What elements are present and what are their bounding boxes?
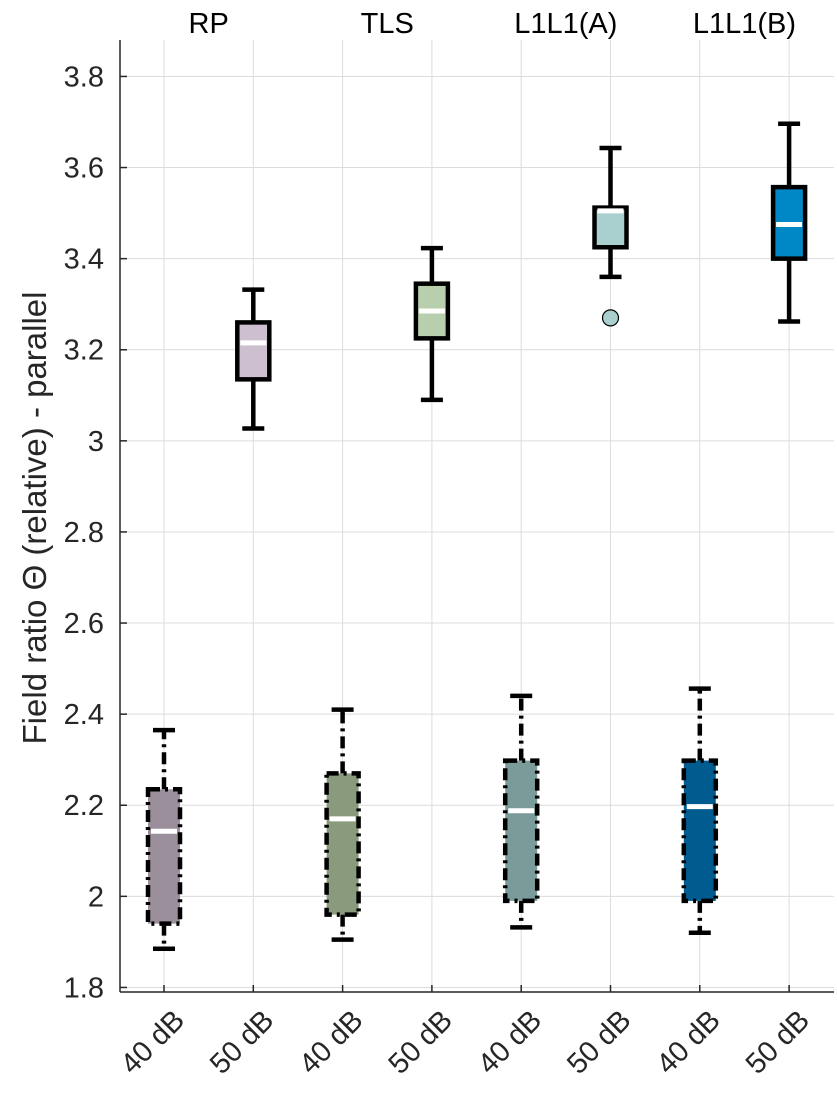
y-tick-label: 3.8: [64, 61, 104, 93]
y-tick-label: 3.4: [64, 244, 104, 276]
boxes: [145, 121, 808, 951]
y-tick-label: 2.6: [64, 608, 104, 640]
outlier-point: [601, 309, 620, 327]
y-tick-label: 2.4: [64, 699, 104, 731]
box-iqr: [145, 787, 183, 926]
box-iqr: [502, 758, 540, 904]
group-label: L1L1(B): [693, 8, 796, 40]
x-tick-label: 50 dB: [740, 1004, 816, 1080]
x-tick-label: 40 dB: [293, 1004, 369, 1080]
y-axis-label: Field ratio Θ (relative) - parallel: [16, 292, 53, 745]
box-iqr: [324, 771, 361, 917]
y-ticks: 1.8 2 2.2 2.4 2.6 2.8 3 3.2 3.4 3.6 3.8: [64, 61, 127, 1004]
box-iqr: [235, 320, 272, 382]
group-label: TLS: [361, 8, 414, 40]
group-label: L1L1(A): [514, 8, 617, 40]
y-tick-label: 2.8: [64, 517, 104, 549]
x-tick-label: 40 dB: [115, 1004, 191, 1080]
y-tick-label: 3.6: [64, 153, 104, 185]
y-tick-label: 2: [88, 881, 104, 913]
y-tick-label: 3.2: [64, 335, 104, 367]
plot-background: [120, 40, 834, 992]
x-tick-label: 40 dB: [472, 1004, 548, 1080]
x-ticks: 40 dB 50 dB 40 dB 50 dB 40 dB 50 dB 40 dB 50 dB: [115, 985, 816, 1081]
group-labels: RP TLS L1L1(A) L1L1(B): [189, 8, 797, 40]
x-tick-label: 40 dB: [651, 1004, 727, 1080]
y-tick-label: 1.8: [64, 972, 104, 1004]
box-iqr: [681, 758, 719, 904]
x-tick-label: 50 dB: [383, 1004, 459, 1080]
group-label: RP: [189, 8, 229, 40]
box-iqr: [592, 205, 629, 250]
x-tick-label: 50 dB: [204, 1004, 280, 1080]
y-tick-label: 2.2: [64, 790, 104, 822]
y-tick-label: 3: [88, 426, 104, 458]
x-tick-label: 50 dB: [561, 1004, 637, 1080]
